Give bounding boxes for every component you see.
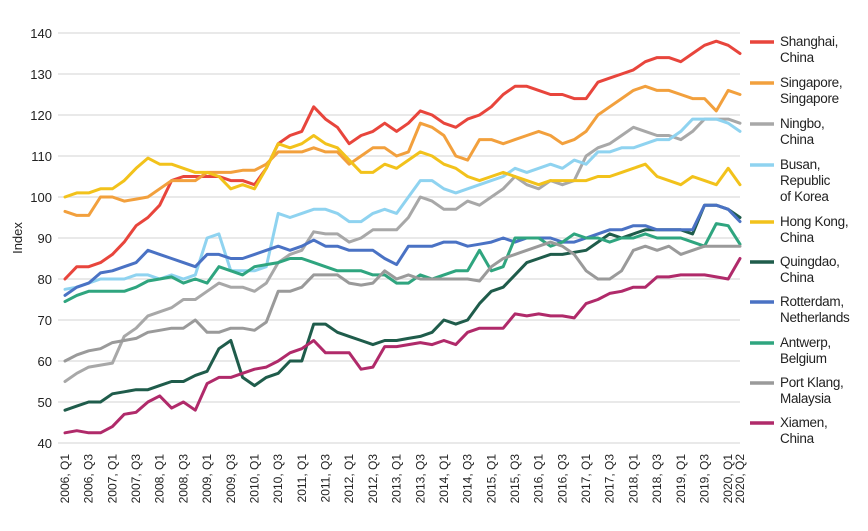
legend: Shanghai,ChinaSingapore,SingaporeNingbo,… xyxy=(750,34,850,446)
series-line-hong-kong-china xyxy=(63,134,742,199)
x-tick-label: 2020, Q2 xyxy=(733,454,747,504)
legend-item: Ningbo,China xyxy=(750,116,825,147)
y-axis-label: Index xyxy=(10,222,25,254)
legend-label: Belgium xyxy=(780,351,827,366)
x-tick-label: 2008, Q1 xyxy=(153,454,167,504)
legend-item: Hong Kong,China xyxy=(750,214,849,245)
legend-label: Singapore xyxy=(780,91,839,106)
legend-label: China xyxy=(780,50,815,65)
y-tick-label: 130 xyxy=(30,67,52,82)
series-line-xiamen-china xyxy=(63,257,742,435)
x-tick-label: 2011, Q1 xyxy=(295,454,309,503)
x-tick-label: 2017, Q3 xyxy=(603,454,617,504)
legend-item: Quingdao,China xyxy=(750,254,840,285)
y-tick-label: 50 xyxy=(38,395,52,410)
legend-label: Singapore, xyxy=(780,75,842,90)
legend-label: China xyxy=(780,132,815,147)
series-line-ningbo-china xyxy=(63,117,742,383)
x-tick-label: 2011, Q3 xyxy=(319,454,333,503)
y-tick-label: 80 xyxy=(38,272,52,287)
y-tick-label: 90 xyxy=(38,231,52,246)
series-line-busan-republic-of-korea xyxy=(63,117,742,291)
x-tick-label: 2009, Q1 xyxy=(200,454,214,504)
x-tick-label: 2018, Q1 xyxy=(626,454,640,504)
x-tick-label: 2016, Q3 xyxy=(555,454,569,504)
legend-label: China xyxy=(780,270,815,285)
legend-item: Shanghai,China xyxy=(750,34,838,65)
series-line-port-klang-malaysia xyxy=(63,240,742,363)
legend-label: Xiamen, xyxy=(780,415,827,430)
y-tick-label: 70 xyxy=(38,313,52,328)
x-axis: 2006, Q1 2006, Q3 2007, Q1 2007, Q3 2008, Q1… xyxy=(58,454,747,504)
x-tick-label: 2012, Q3 xyxy=(366,454,380,504)
y-tick-label: 120 xyxy=(30,108,52,123)
legend-label: China xyxy=(780,431,815,446)
x-tick-label: 2014, Q1 xyxy=(437,454,451,504)
series-line-quingdao-china xyxy=(63,203,742,412)
legend-label: Quingdao, xyxy=(780,254,840,269)
x-tick-label: 2006, Q1 xyxy=(58,454,72,504)
legend-item: Port Klang,Malaysia xyxy=(750,375,844,406)
legend-item: Rotterdam,Netherlands xyxy=(750,294,850,325)
x-tick-label: 2014, Q3 xyxy=(461,454,475,504)
x-tick-label: 2010, Q3 xyxy=(271,454,285,504)
legend-item: Singapore,Singapore xyxy=(750,75,843,106)
y-axis: 40 50 60 70 80 90 100 110 120 130 140 xyxy=(30,26,52,451)
legend-label: Busan, xyxy=(780,157,820,172)
legend-item: Antwerp,Belgium xyxy=(750,335,831,366)
x-tick-label: 2015, Q1 xyxy=(484,454,498,504)
x-tick-label: 2019, Q3 xyxy=(697,454,711,504)
x-tick-label: 2008, Q3 xyxy=(176,454,190,504)
legend-label: Republic xyxy=(780,173,831,188)
x-tick-label: 2013, Q1 xyxy=(390,454,404,504)
legend-label: of Korea xyxy=(780,189,829,204)
y-tick-label: 100 xyxy=(30,190,52,205)
legend-label: Netherlands xyxy=(780,310,850,325)
x-tick-label: 2007, Q1 xyxy=(105,454,119,504)
x-tick-label: 2018, Q3 xyxy=(650,454,664,504)
legend-label: Antwerp, xyxy=(780,335,831,350)
legend-label: Malaysia xyxy=(780,391,832,406)
x-tick-label: 2010, Q1 xyxy=(247,454,261,504)
legend-label: Port Klang, xyxy=(780,375,844,390)
x-tick-label: 2020, Q1 xyxy=(721,454,735,504)
x-tick-label: 2015, Q3 xyxy=(508,454,522,504)
x-tick-label: 2016, Q1 xyxy=(532,454,546,504)
series-lines xyxy=(63,39,742,435)
series-line-rotterdam-netherlands xyxy=(63,203,742,297)
y-tick-label: 110 xyxy=(31,149,52,164)
legend-label: Rotterdam, xyxy=(780,294,844,309)
legend-label: Ningbo, xyxy=(780,116,824,131)
y-tick-label: 60 xyxy=(38,354,52,369)
series-line-antwerp-belgium xyxy=(63,222,742,304)
series-line-singapore-singapore xyxy=(63,84,742,217)
x-tick-label: 2017, Q1 xyxy=(579,454,593,504)
legend-item: Xiamen,China xyxy=(750,415,828,446)
x-tick-label: 2012, Q1 xyxy=(342,454,356,504)
x-tick-label: 2006, Q3 xyxy=(82,454,96,504)
x-tick-label: 2009, Q3 xyxy=(224,454,238,504)
x-tick-label: 2019, Q1 xyxy=(674,454,688,504)
series-line-shanghai-china xyxy=(63,39,742,281)
legend-label: Hong Kong, xyxy=(780,214,848,229)
x-tick-label: 2013, Q3 xyxy=(413,454,427,504)
y-tick-label: 140 xyxy=(30,26,52,41)
x-tick-label: 2007, Q3 xyxy=(129,454,143,504)
y-tick-label: 40 xyxy=(38,436,52,451)
legend-label: China xyxy=(780,230,815,245)
legend-label: Shanghai, xyxy=(780,34,838,49)
